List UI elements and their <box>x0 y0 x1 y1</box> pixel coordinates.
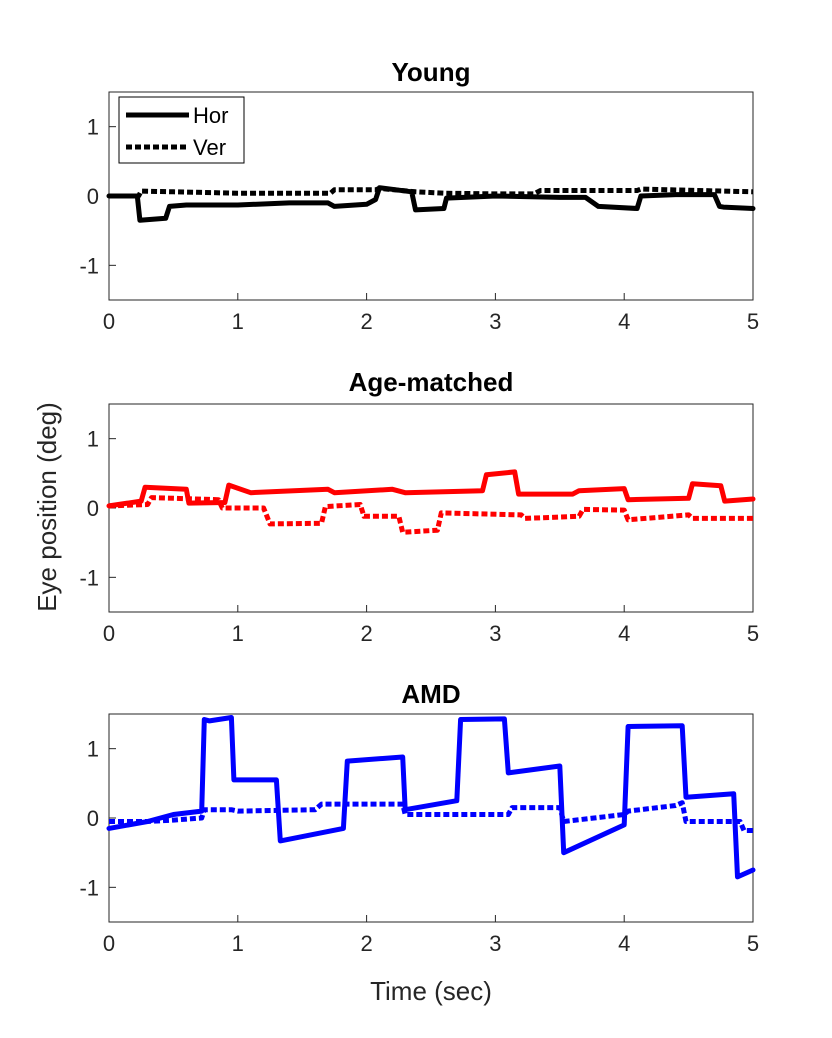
x-tick-label-age-matched-4: 4 <box>618 621 630 646</box>
x-axis-label: Time (sec) <box>370 976 492 1006</box>
y-tick-label-young-2: -1 <box>79 253 99 278</box>
series-line-amd-ver <box>109 800 753 833</box>
x-tick-label-amd-1: 1 <box>232 931 244 956</box>
axes-box-amd <box>108 713 754 923</box>
series-line-age-matched-hor <box>106 469 756 509</box>
x-tick-label-age-matched-2: 2 <box>360 621 372 646</box>
x-tick-label-young-1: 1 <box>232 309 244 334</box>
panel-amd: AMD 0 1 2 3 4 5 1 0 -1 <box>79 679 759 956</box>
legend-label-hor: Hor <box>193 103 228 128</box>
lines-young <box>106 185 756 223</box>
ticks-age-matched: 0 1 2 3 4 5 1 0 -1 <box>79 427 759 646</box>
x-tick-label-age-matched-0: 0 <box>103 621 115 646</box>
lines-age-matched <box>106 469 756 535</box>
legend-box <box>118 96 245 164</box>
y-tick-label-age-matched-1: 0 <box>87 496 99 521</box>
axes-box-age-matched <box>108 403 754 613</box>
x-tick-label-age-matched-1: 1 <box>232 621 244 646</box>
legend-label-ver: Ver <box>193 135 226 160</box>
x-tick-label-age-matched-5: 5 <box>747 621 759 646</box>
y-tick-label-age-matched-0: 1 <box>87 427 99 452</box>
panel-title-young: Young <box>392 57 471 87</box>
x-tick-label-age-matched-3: 3 <box>489 621 501 646</box>
x-tick-label-amd-5: 5 <box>747 931 759 956</box>
y-tick-label-age-matched-2: -1 <box>79 565 99 590</box>
y-axis-label: Eye position (deg) <box>32 402 62 612</box>
y-tick-label-young-0: 1 <box>87 115 99 140</box>
x-tick-label-young-0: 0 <box>103 309 115 334</box>
x-tick-label-young-5: 5 <box>747 309 759 334</box>
x-tick-label-young-2: 2 <box>360 309 372 334</box>
y-tick-label-amd-2: -1 <box>79 875 99 900</box>
series-line-young-hor <box>106 185 756 223</box>
x-tick-label-amd-2: 2 <box>360 931 372 956</box>
x-tick-label-amd-0: 0 <box>103 931 115 956</box>
y-tick-label-amd-1: 0 <box>87 806 99 831</box>
series-line-age-matched-ver <box>108 495 753 535</box>
y-tick-label-amd-0: 1 <box>87 737 99 762</box>
series-line-young-ver <box>109 185 754 199</box>
legend: Hor Ver <box>118 96 245 164</box>
panel-title-age-matched: Age-matched <box>349 367 514 397</box>
x-tick-label-young-4: 4 <box>618 309 630 334</box>
panel-age-matched: Age-matched 0 1 2 3 4 5 1 0 -1 <box>79 367 759 646</box>
panel-young: Young 0 1 2 3 4 5 1 0 -1 Hor Ver <box>79 57 759 334</box>
x-tick-label-amd-4: 4 <box>618 931 630 956</box>
x-tick-label-young-3: 3 <box>489 309 501 334</box>
lines-amd <box>106 715 756 880</box>
panel-title-amd: AMD <box>401 679 460 709</box>
ticks-young: 0 1 2 3 4 5 1 0 -1 <box>79 115 759 334</box>
ticks-amd: 0 1 2 3 4 5 1 0 -1 <box>79 737 759 956</box>
x-tick-label-amd-3: 3 <box>489 931 501 956</box>
y-tick-label-young-1: 0 <box>87 184 99 209</box>
